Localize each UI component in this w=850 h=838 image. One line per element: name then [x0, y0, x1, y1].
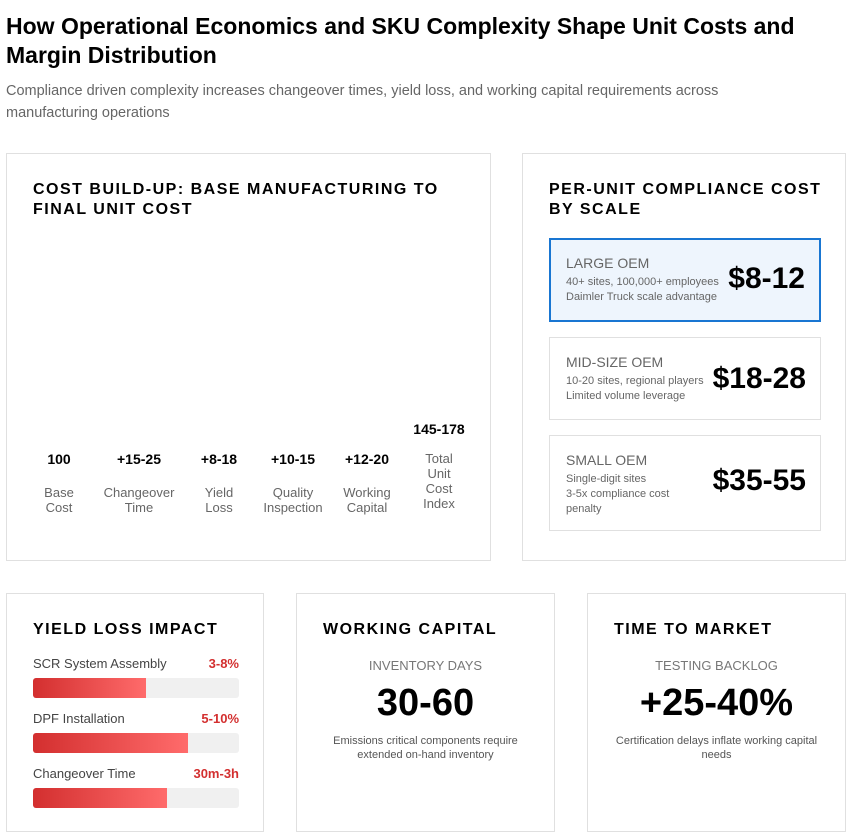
yield-item: SCR System Assembly 3-8%	[33, 656, 239, 698]
tier-desc: Single-digit sites 3-5x compliance cost p…	[566, 473, 670, 515]
progress-track	[33, 678, 239, 698]
working-capital-card: WORKING CAPITAL INVENTORY DAYS 30-60 Emi…	[296, 593, 555, 832]
card-title: YIELD LOSS IMPACT	[33, 621, 219, 638]
yield-label: Changeover Time	[33, 766, 136, 781]
card-title: COST BUILD-UP: BASE MANUFACTURING TO FIN…	[33, 181, 439, 218]
step-value: +12-20	[345, 451, 389, 467]
stat-value: +25-40%	[639, 682, 794, 724]
page-subtitle: Compliance driven complexity increases c…	[6, 83, 719, 121]
cost-buildup-card: COST BUILD-UP: BASE MANUFACTURING TO FIN…	[6, 153, 491, 561]
yield-label: SCR System Assembly	[33, 656, 167, 671]
card-title: TIME TO MARKET	[614, 621, 773, 638]
progress-track	[33, 733, 239, 753]
step-total: 145-178 Total Unit Cost Index	[399, 421, 479, 511]
tier-desc: 10-20 sites, regional players Limited vol…	[566, 375, 704, 402]
step-value: +10-15	[271, 451, 315, 467]
stat-value: 30-60	[376, 682, 475, 724]
tier-name: LARGE OEM	[566, 255, 650, 271]
yield-value: 30m-3h	[193, 766, 239, 781]
step-label: Working Capital	[343, 485, 391, 515]
yield-value: 5-10%	[201, 711, 239, 726]
step-label: Quality Inspection	[263, 485, 323, 515]
stat-note: Emissions critical components require ex…	[333, 735, 518, 761]
time-to-market-card: TIME TO MARKET TESTING BACKLOG +25-40% C…	[587, 593, 846, 832]
step-label: Yield Loss	[204, 485, 234, 515]
tier-desc: 40+ sites, 100,000+ employees Daimler Tru…	[566, 276, 719, 303]
stat-kicker: INVENTORY DAYS	[368, 658, 483, 673]
compliance-cost-card: PER-UNIT COMPLIANCE COST BY SCALE LARGE …	[522, 153, 846, 561]
yield-loss-card: YIELD LOSS IMPACT SCR System Assembly 3-8…	[6, 593, 264, 832]
tier-name: MID-SIZE OEM	[566, 354, 664, 370]
step-label: Total Unit Cost Index	[423, 451, 455, 511]
stat-kicker: TESTING BACKLOG	[655, 658, 778, 673]
progress-fill	[33, 788, 167, 808]
step-value: 145-178	[413, 421, 465, 437]
step-yield-loss: +8-18 Yield Loss	[179, 451, 259, 515]
card-title: PER-UNIT COMPLIANCE COST BY SCALE	[549, 181, 822, 218]
step-quality: +10-15 Quality Inspection	[253, 451, 333, 515]
tier-price: $18-28	[712, 362, 806, 395]
step-label: Base Cost	[44, 485, 74, 515]
yield-item: Changeover Time 30m-3h	[33, 766, 239, 808]
step-changeover: +15-25 Changeover Time	[99, 451, 179, 515]
tier-price: $8-12	[728, 262, 805, 295]
yield-value: 3-8%	[208, 656, 239, 671]
step-working-capital: +12-20 Working Capital	[327, 451, 407, 515]
step-value: 100	[47, 451, 71, 467]
tier-small-oem[interactable]: SMALL OEM Single-digit sites 3-5x complia…	[549, 435, 821, 531]
step-value: +15-25	[117, 451, 161, 467]
yield-label: DPF Installation	[33, 711, 125, 726]
tier-large-oem[interactable]: LARGE OEM 40+ sites, 100,000+ employees D…	[549, 238, 821, 322]
card-title: WORKING CAPITAL	[323, 621, 498, 638]
progress-fill	[33, 678, 147, 698]
tier-mid-size-oem[interactable]: MID-SIZE OEM 10-20 sites, regional playe…	[549, 337, 821, 420]
page-title: How Operational Economics and SKU Comple…	[6, 13, 795, 68]
stat-note: Certification delays inflate working cap…	[615, 735, 818, 761]
progress-fill	[33, 733, 188, 753]
yield-item: DPF Installation 5-10%	[33, 711, 239, 753]
step-base-cost: 100 Base Cost	[19, 451, 99, 515]
tier-price: $35-55	[712, 464, 806, 497]
progress-track	[33, 788, 239, 808]
tier-name: SMALL OEM	[566, 452, 648, 468]
step-label: Changeover Time	[103, 485, 175, 515]
step-value: +8-18	[200, 451, 238, 467]
